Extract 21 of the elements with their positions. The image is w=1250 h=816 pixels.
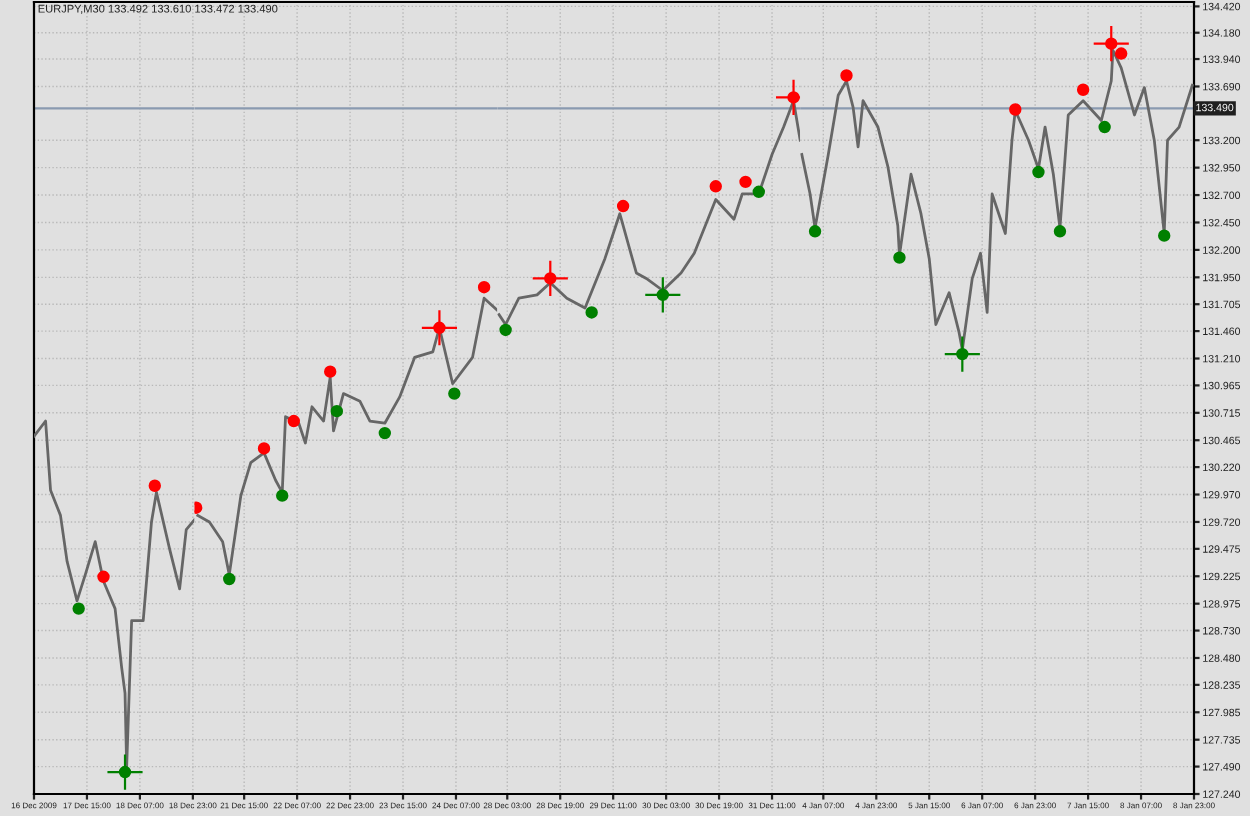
point [276, 489, 289, 502]
point [616, 199, 630, 213]
point [257, 442, 271, 455]
point [378, 426, 392, 440]
point [324, 365, 337, 378]
point [752, 185, 765, 198]
point [585, 306, 598, 319]
point [330, 404, 344, 418]
point [644, 276, 682, 314]
point [223, 572, 236, 586]
point [739, 175, 752, 189]
point [148, 479, 161, 492]
point [477, 281, 491, 294]
point [420, 309, 459, 347]
point [448, 387, 461, 400]
point [499, 323, 512, 337]
point [97, 570, 110, 583]
point [287, 414, 300, 428]
point [72, 602, 85, 615]
point [106, 753, 144, 791]
point [709, 180, 722, 193]
